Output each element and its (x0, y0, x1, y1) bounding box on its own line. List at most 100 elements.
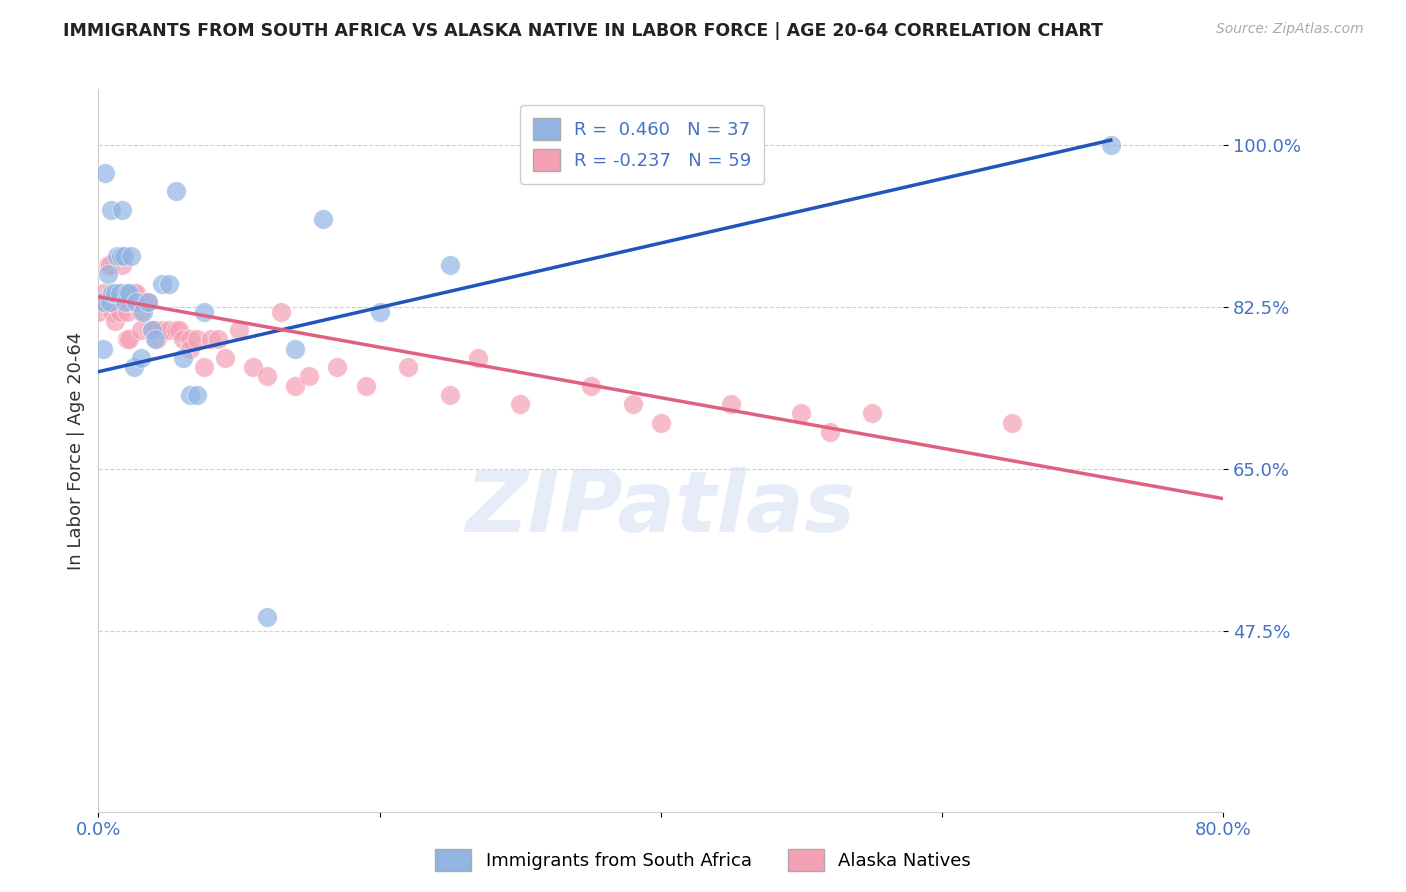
Point (214, 351, 236, 365)
Point (439, 388, 461, 402)
Point (439, 258, 461, 272)
Point (150, 323, 173, 337)
Point (354, 378, 377, 392)
Point (509, 397, 531, 411)
Text: ZIPatlas: ZIPatlas (465, 467, 856, 549)
Point (179, 332, 201, 346)
Point (179, 342, 201, 356)
Point (650, 416, 672, 430)
Point (132, 304, 155, 318)
Point (111, 202, 134, 217)
Text: Source: ZipAtlas.com: Source: ZipAtlas.com (1216, 22, 1364, 37)
Point (790, 406, 813, 420)
Point (104, 314, 127, 328)
Point (105, 249, 128, 263)
Point (110, 249, 132, 263)
Point (100, 202, 122, 217)
Point (312, 211, 335, 226)
Point (157, 277, 180, 291)
Point (122, 295, 145, 310)
Point (125, 295, 148, 310)
Legend: R =  0.460   N = 37, R = -0.237   N = 59: R = 0.460 N = 37, R = -0.237 N = 59 (520, 105, 765, 184)
Point (97, 268, 120, 282)
Point (621, 397, 644, 411)
Point (467, 351, 489, 365)
Point (104, 285, 127, 300)
Point (326, 360, 349, 375)
Point (860, 406, 883, 420)
Point (193, 304, 215, 318)
Point (1099, 137, 1122, 152)
Point (122, 285, 145, 300)
Point (97, 258, 120, 272)
Point (186, 332, 208, 346)
Point (108, 285, 131, 300)
Point (101, 304, 124, 318)
Legend: Immigrants from South Africa, Alaska Natives: Immigrants from South Africa, Alaska Nat… (427, 842, 979, 879)
Point (115, 332, 138, 346)
Point (298, 369, 321, 384)
Point (94, 295, 117, 310)
Point (115, 285, 138, 300)
Point (141, 323, 163, 337)
Point (165, 184, 187, 198)
Point (193, 360, 215, 375)
Point (115, 304, 138, 318)
Point (118, 295, 141, 310)
Point (136, 295, 159, 310)
Point (112, 249, 135, 263)
Point (129, 351, 152, 365)
Point (720, 397, 742, 411)
Point (129, 304, 152, 318)
Point (87, 304, 110, 318)
Point (146, 332, 169, 346)
Point (111, 285, 134, 300)
Point (98, 295, 121, 310)
Point (368, 304, 391, 318)
Point (157, 323, 180, 337)
Point (284, 342, 307, 356)
Point (112, 295, 135, 310)
Point (818, 425, 841, 439)
Point (200, 332, 222, 346)
Point (242, 360, 264, 375)
Point (165, 323, 187, 337)
Point (91, 342, 114, 356)
Point (101, 295, 124, 310)
Point (118, 332, 141, 346)
Point (129, 323, 152, 337)
Point (396, 360, 419, 375)
Point (132, 295, 155, 310)
Point (143, 323, 166, 337)
Point (108, 304, 131, 318)
Point (143, 332, 166, 346)
Point (270, 304, 292, 318)
Point (186, 388, 208, 402)
Point (1001, 416, 1024, 430)
Point (256, 369, 278, 384)
Point (98, 258, 121, 272)
Point (105, 285, 128, 300)
Point (94, 165, 117, 179)
Point (91, 285, 114, 300)
Point (167, 323, 190, 337)
Point (256, 610, 278, 624)
Point (136, 295, 159, 310)
Point (150, 277, 173, 291)
Point (141, 323, 163, 337)
Point (114, 295, 136, 310)
Point (228, 323, 250, 337)
Text: IMMIGRANTS FROM SOUTH AFRICA VS ALASKA NATIVE IN LABOR FORCE | AGE 20-64 CORRELA: IMMIGRANTS FROM SOUTH AFRICA VS ALASKA N… (63, 22, 1104, 40)
Point (122, 360, 145, 375)
Point (91, 295, 114, 310)
Point (172, 351, 194, 365)
Y-axis label: In Labor Force | Age 20-64: In Labor Force | Age 20-64 (66, 331, 84, 570)
Point (172, 332, 194, 346)
Point (207, 332, 229, 346)
Point (125, 285, 148, 300)
Point (179, 388, 201, 402)
Point (118, 285, 141, 300)
Point (284, 378, 307, 392)
Point (120, 249, 142, 263)
Point (101, 285, 124, 300)
